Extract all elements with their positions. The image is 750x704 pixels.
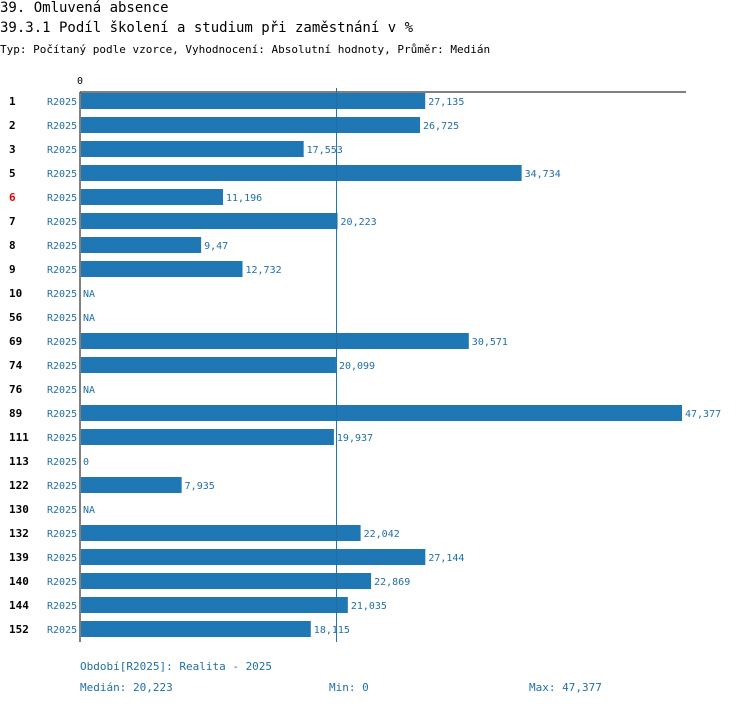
category-label: 132 bbox=[9, 527, 29, 540]
category-label: 56 bbox=[9, 311, 23, 324]
bar bbox=[81, 213, 338, 229]
period-label: R2025 bbox=[47, 289, 77, 300]
category-label: 7 bbox=[9, 215, 16, 228]
value-label: 34,734 bbox=[525, 169, 561, 180]
value-label: 26,725 bbox=[423, 121, 459, 132]
period-label: R2025 bbox=[47, 457, 77, 468]
category-label: 140 bbox=[9, 575, 29, 588]
period-label: R2025 bbox=[47, 217, 77, 228]
bar bbox=[81, 549, 426, 565]
value-label: 30,571 bbox=[472, 337, 508, 348]
period-label: R2025 bbox=[47, 505, 77, 516]
period-label: R2025 bbox=[47, 241, 77, 252]
value-label: 11,196 bbox=[226, 193, 262, 204]
period-label: R2025 bbox=[47, 481, 77, 492]
bar bbox=[81, 357, 336, 373]
period-label: R2025 bbox=[47, 433, 77, 444]
value-label: 17,553 bbox=[307, 145, 343, 156]
value-label: NA bbox=[83, 289, 95, 300]
period-label: R2025 bbox=[47, 313, 77, 324]
value-label: 7,935 bbox=[185, 481, 215, 492]
period-label: R2025 bbox=[47, 385, 77, 396]
bar bbox=[81, 237, 202, 253]
period-label: R2025 bbox=[47, 337, 77, 348]
value-label: 21,035 bbox=[351, 601, 387, 612]
category-label: 1 bbox=[9, 95, 16, 108]
value-label: 47,377 bbox=[685, 409, 721, 420]
value-label: NA bbox=[83, 385, 95, 396]
value-label: 0 bbox=[83, 457, 89, 468]
category-label: 74 bbox=[9, 359, 23, 372]
period-label: R2025 bbox=[47, 625, 77, 636]
footer-min: Min: 0 bbox=[329, 681, 369, 694]
footer-max: Max: 47,377 bbox=[529, 681, 602, 694]
value-label: NA bbox=[83, 313, 95, 324]
category-label: 5 bbox=[9, 167, 16, 180]
period-label: R2025 bbox=[47, 193, 77, 204]
value-label: 19,937 bbox=[337, 433, 373, 444]
category-label: 152 bbox=[9, 623, 29, 636]
category-label: 76 bbox=[9, 383, 23, 396]
bar bbox=[81, 573, 372, 589]
period-label: R2025 bbox=[47, 169, 77, 180]
category-label: 3 bbox=[9, 143, 16, 156]
period-label: R2025 bbox=[47, 121, 77, 132]
value-label: 22,042 bbox=[364, 529, 400, 540]
chart-subtitle: 39.3.1 Podíl školení a studium při zaměs… bbox=[0, 20, 414, 36]
period-label: R2025 bbox=[47, 601, 77, 612]
category-label: 10 bbox=[9, 287, 22, 300]
bar bbox=[81, 141, 304, 157]
chart-type-line: Typ: Počítaný podle vzorce, Vyhodnocení:… bbox=[0, 43, 491, 56]
value-label: 20,223 bbox=[341, 217, 377, 228]
bar bbox=[81, 333, 469, 349]
bar bbox=[81, 477, 182, 493]
category-label: 130 bbox=[9, 503, 29, 516]
value-label: 9,47 bbox=[204, 241, 228, 252]
bar bbox=[81, 189, 224, 205]
bar bbox=[81, 525, 361, 541]
category-label: 2 bbox=[9, 119, 16, 132]
value-label: 27,135 bbox=[428, 97, 464, 108]
category-label: 122 bbox=[9, 479, 29, 492]
period-label: R2025 bbox=[47, 265, 77, 276]
category-label: 111 bbox=[9, 431, 29, 444]
value-label: 22,869 bbox=[374, 577, 410, 588]
bar bbox=[81, 117, 421, 133]
footer-median: Medián: 20,223 bbox=[80, 681, 173, 694]
bar bbox=[81, 429, 334, 445]
bar bbox=[81, 165, 522, 181]
category-label: 8 bbox=[9, 239, 16, 252]
period-label: R2025 bbox=[47, 577, 77, 588]
axis-zero-label: 0 bbox=[77, 76, 83, 87]
period-label: R2025 bbox=[47, 529, 77, 540]
value-label: 18,115 bbox=[314, 625, 350, 636]
category-label: 6 bbox=[9, 191, 16, 204]
category-label: 69 bbox=[9, 335, 22, 348]
bar bbox=[81, 261, 243, 277]
value-label: 20,099 bbox=[339, 361, 375, 372]
period-label: R2025 bbox=[47, 145, 77, 156]
category-label: 9 bbox=[9, 263, 16, 276]
footer-period: Období[R2025]: Realita - 2025 bbox=[80, 660, 273, 673]
period-label: R2025 bbox=[47, 553, 77, 564]
period-label: R2025 bbox=[47, 361, 77, 372]
bar bbox=[81, 405, 682, 421]
page-title: 39. Omluvená absence bbox=[0, 0, 169, 16]
bar bbox=[81, 93, 426, 109]
category-label: 89 bbox=[9, 407, 22, 420]
category-label: 144 bbox=[9, 599, 29, 612]
category-label: 139 bbox=[9, 551, 29, 564]
bar bbox=[81, 597, 348, 613]
period-label: R2025 bbox=[47, 97, 77, 108]
value-label: NA bbox=[83, 505, 95, 516]
value-label: 12,732 bbox=[246, 265, 282, 276]
bar bbox=[81, 621, 311, 637]
period-label: R2025 bbox=[47, 409, 77, 420]
category-label: 113 bbox=[9, 455, 29, 468]
value-label: 27,144 bbox=[428, 553, 464, 564]
